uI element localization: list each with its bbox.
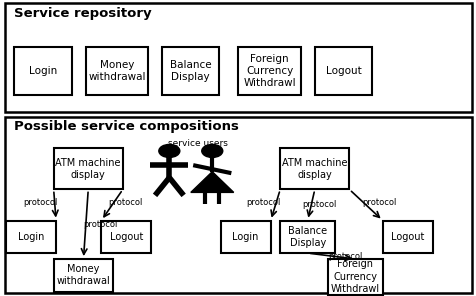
Bar: [327, 259, 382, 295]
Text: protocol: protocol: [302, 200, 337, 210]
Circle shape: [201, 144, 222, 157]
Bar: [220, 221, 270, 253]
Text: protocol: protocol: [328, 252, 362, 260]
Bar: [53, 259, 113, 292]
Text: ATM machine
display: ATM machine display: [281, 157, 347, 180]
Bar: [279, 148, 348, 189]
Bar: [53, 148, 123, 189]
Text: Login: Login: [29, 66, 57, 76]
Bar: [101, 221, 151, 253]
Text: Logout: Logout: [325, 66, 360, 76]
Text: Foreign
Currency
Withdrawl: Foreign Currency Withdrawl: [330, 259, 379, 294]
Text: Possible service compositions: Possible service compositions: [14, 120, 238, 133]
Text: protocol: protocol: [361, 197, 396, 207]
Bar: [14, 47, 71, 95]
Text: Money
withdrawal: Money withdrawal: [88, 60, 145, 82]
Text: protocol: protocol: [23, 197, 58, 207]
Polygon shape: [190, 172, 233, 192]
Text: Service repository: Service repository: [14, 7, 152, 20]
Bar: [382, 221, 432, 253]
Text: protocol: protocol: [246, 197, 280, 207]
Bar: [162, 47, 219, 95]
Bar: [86, 47, 148, 95]
Text: Balance
Display: Balance Display: [288, 226, 327, 248]
Text: ATM machine
display: ATM machine display: [55, 157, 121, 180]
Text: service users: service users: [168, 139, 228, 148]
Bar: [314, 47, 371, 95]
Text: protocol: protocol: [108, 197, 142, 207]
Bar: [238, 47, 300, 95]
Bar: [5, 117, 471, 293]
Text: Login: Login: [232, 232, 258, 242]
Bar: [279, 221, 334, 253]
Bar: [6, 221, 56, 253]
Text: Foreign
Currency
Withdrawl: Foreign Currency Withdrawl: [243, 54, 295, 89]
Text: Money
withdrawal: Money withdrawal: [57, 264, 110, 287]
Text: Logout: Logout: [390, 232, 424, 242]
Text: Logout: Logout: [109, 232, 143, 242]
Circle shape: [159, 144, 179, 157]
Bar: [5, 3, 471, 112]
Text: Login: Login: [18, 232, 44, 242]
Text: Balance
Display: Balance Display: [169, 60, 211, 82]
Text: protocol: protocol: [83, 220, 117, 229]
